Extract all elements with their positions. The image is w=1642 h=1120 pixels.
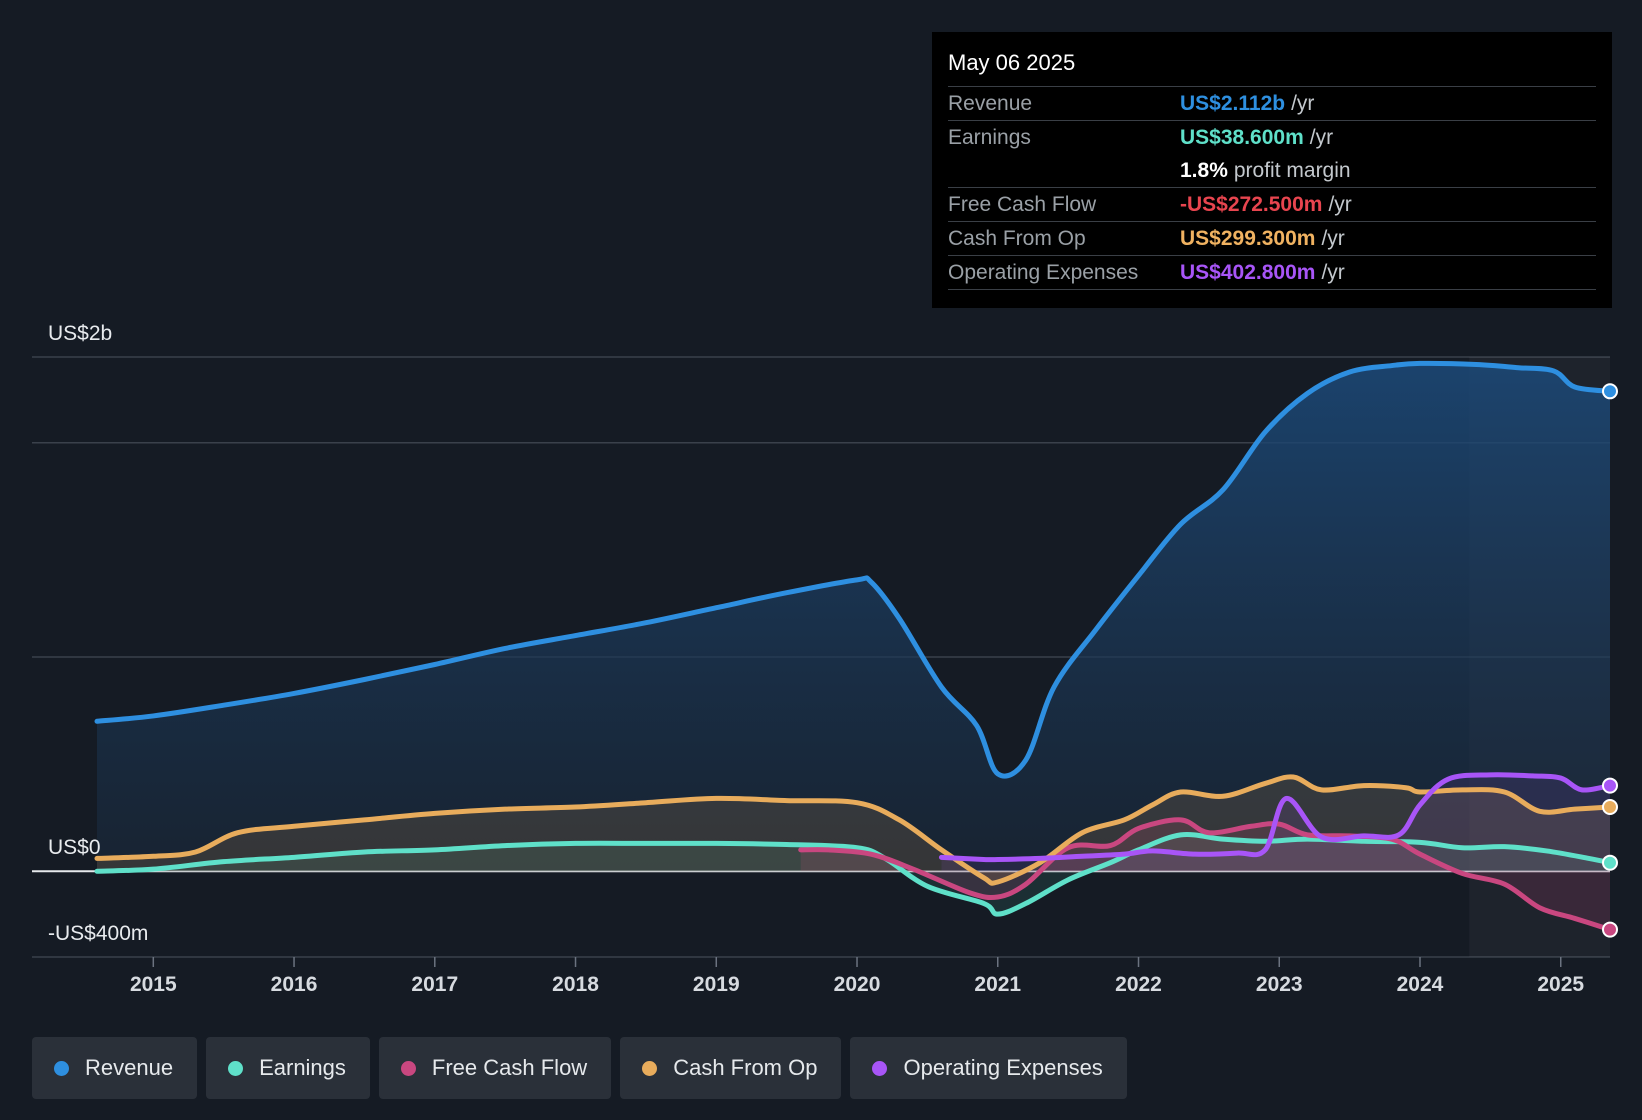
tooltip-row-value: US$299.300m: [1180, 226, 1316, 250]
cash-from-op-line: [94, 774, 1613, 886]
y-axis-label-zero: US$0: [48, 836, 101, 859]
x-tick-label: 2017: [411, 973, 458, 996]
revenue-end-point: [1602, 383, 1618, 400]
tooltip-row-label: Cash From Op: [948, 226, 1086, 250]
revenue-area: [97, 363, 1610, 872]
tooltip-date: May 06 2025: [948, 46, 1596, 87]
legend-item-free-cash-flow[interactable]: Free Cash Flow: [378, 1037, 612, 1099]
tooltip-row-unit: /yr: [1321, 260, 1345, 284]
cash-from-op-end-point: [1602, 799, 1618, 815]
series-areas: [97, 363, 1610, 930]
x-tick-label: 2022: [1115, 973, 1162, 996]
chart-legend: Revenue Earnings Free Cash Flow Cash From O…: [32, 1037, 1127, 1099]
tooltip-row-unit: /yr: [1328, 192, 1352, 216]
tooltip-row-label: Revenue: [948, 91, 1033, 115]
tooltip-panel: May 06 2025 Revenue US$2.112b/yr Earnings U…: [932, 32, 1612, 308]
x-tick-label: 2016: [271, 973, 318, 996]
tooltip-row-unit: /yr: [1309, 125, 1334, 149]
tooltip-row-unit: /yr: [1321, 226, 1345, 250]
x-tick-label: 2020: [834, 973, 881, 996]
y-axis-label-top: US$2b: [48, 322, 112, 345]
x-axis-ticks: 2015 2016 2017 2018 2019 2020 2021 2022 2023 2024…: [130, 957, 1584, 996]
x-tick-label: 2015: [130, 973, 177, 996]
tooltip-row-value: -US$272.500m: [1180, 192, 1323, 216]
legend-dot-icon: [642, 1060, 658, 1076]
legend-label: Free Cash Flow: [431, 1055, 588, 1080]
tooltip-row-value: US$402.800m: [1180, 260, 1316, 284]
legend-label: Operating Expenses: [903, 1055, 1103, 1080]
tooltip-row: Operating Expenses US$402.800m/yr: [948, 256, 1596, 290]
legend-dot-icon: [872, 1060, 888, 1076]
series-end-markers: [1602, 383, 1618, 938]
series-lines: [94, 360, 1613, 933]
free-cash-flow-end-point: [1602, 921, 1618, 938]
legend-item-earnings[interactable]: Earnings: [206, 1037, 370, 1099]
legend-dot-icon: [228, 1060, 244, 1076]
legend-item-cash-from-op[interactable]: Cash From Op: [620, 1037, 842, 1099]
operating-expenses-end-point: [1602, 777, 1618, 794]
tooltip-row: Cash From Op US$299.300m/yr: [948, 222, 1596, 256]
tooltip-row-label: Operating Expenses: [948, 260, 1139, 284]
legend-dot-icon: [54, 1060, 69, 1076]
legend-item-revenue[interactable]: Revenue: [32, 1037, 198, 1099]
tooltip-row: Revenue US$2.112b/yr: [948, 87, 1596, 121]
tooltip-row-label: Earnings: [948, 125, 1031, 149]
legend-label: Cash From Op: [673, 1055, 818, 1080]
tooltip-row: Earnings US$38.600m/yr: [948, 121, 1596, 154]
x-tick-label: 2025: [1537, 973, 1584, 996]
x-tick-label: 2019: [693, 973, 740, 996]
legend-item-operating-expenses[interactable]: Operating Expenses: [850, 1037, 1127, 1099]
x-tick-label: 2021: [974, 973, 1021, 996]
legend-label: Revenue: [85, 1055, 174, 1080]
legend-dot-icon: [400, 1060, 416, 1076]
tooltip-row-value: US$2.112b: [1180, 91, 1286, 115]
x-tick-label: 2024: [1397, 973, 1444, 996]
earnings-end-point: [1602, 854, 1618, 871]
tooltip-row: Free Cash Flow -US$272.500m/yr: [948, 188, 1596, 222]
earnings-line: [94, 831, 1613, 917]
revenue-line: [94, 360, 1613, 779]
tooltip-row: 1.8% profit margin: [948, 154, 1596, 188]
tooltip-row-label: Free Cash Flow: [948, 192, 1097, 216]
cash-from-op-area: [97, 776, 1610, 884]
operating-expenses-line: [938, 772, 1613, 863]
free-cash-flow-line: [798, 817, 1613, 933]
tooltip-row-unit: /yr: [1291, 91, 1315, 115]
x-tick-label: 2018: [552, 973, 599, 996]
tooltip-row-value: 1.8%: [1180, 158, 1228, 182]
tooltip-row-value: US$38.600m: [1180, 125, 1304, 149]
legend-label: Earnings: [259, 1055, 346, 1080]
x-tick-label: 2023: [1256, 973, 1303, 996]
tooltip-row-unit: profit margin: [1233, 158, 1351, 182]
y-axis-label-bottom: -US$400m: [48, 922, 148, 945]
